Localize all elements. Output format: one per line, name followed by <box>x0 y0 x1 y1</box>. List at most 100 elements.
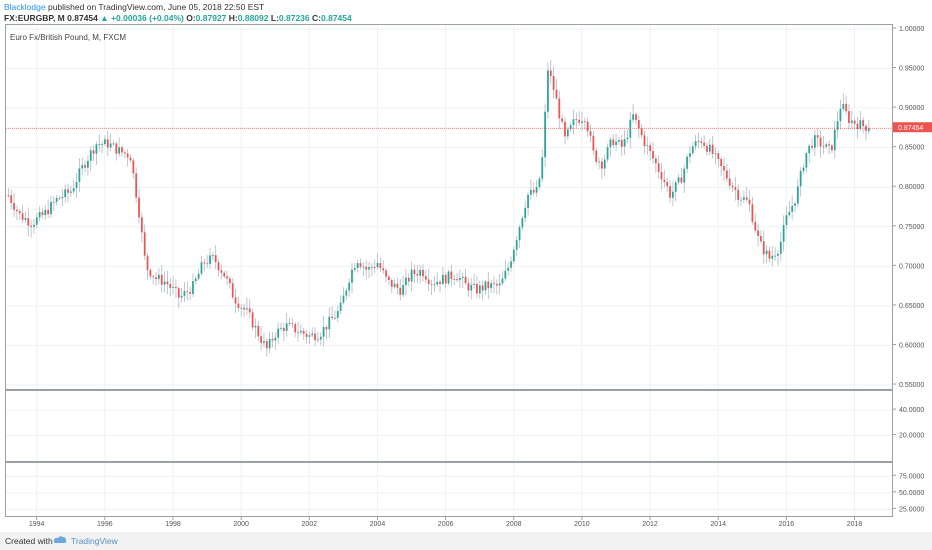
candle-body <box>294 324 297 333</box>
close-label: C: <box>312 13 321 23</box>
candle-body <box>657 163 660 172</box>
last-price: 0.87454 <box>67 13 98 23</box>
candle-body <box>564 121 566 137</box>
symbol-label: FX:EURGBP, M <box>4 13 65 23</box>
candle-body <box>805 153 808 168</box>
candle-body <box>334 317 336 319</box>
candle-body <box>98 144 101 145</box>
candle-body <box>771 255 774 259</box>
candle-body <box>50 201 52 215</box>
price-axis[interactable]: 1.00000 0.95000 0.90000 0.85000 0.80000 0.750… <box>893 24 932 390</box>
candle-body <box>132 160 135 174</box>
candle-body <box>226 276 228 279</box>
candle-body <box>166 281 169 285</box>
candle-body <box>754 221 757 231</box>
x-tick-label: 2010 <box>574 521 590 528</box>
x-tick-label: 2006 <box>438 521 454 528</box>
indicator-panel-1[interactable] <box>5 390 893 462</box>
candle-body <box>197 273 200 279</box>
candle-body <box>652 151 654 159</box>
candle-body <box>21 213 24 220</box>
candle-body <box>777 253 779 256</box>
candle-body <box>680 177 683 183</box>
candle-body <box>779 241 782 254</box>
candle-body <box>649 145 652 152</box>
candle-body <box>547 70 549 112</box>
open-label: O: <box>186 13 196 23</box>
indicator-2-axis: 75.0000 50.0000 25.0000 <box>893 473 924 513</box>
indicator-panel-2[interactable] <box>5 462 893 517</box>
y-tick-label: 0.85000 <box>899 145 924 152</box>
candle-body <box>765 250 768 255</box>
candle-body <box>172 287 174 288</box>
price-change: +0.00036 (+0.04%) <box>111 13 184 23</box>
candle-body <box>257 325 260 337</box>
candle-body <box>69 191 72 193</box>
candle-body <box>370 266 373 268</box>
candle-body <box>484 281 487 291</box>
high-value: 0.88092 <box>237 13 269 23</box>
candle-body <box>311 333 314 336</box>
x-tick-label: 2016 <box>779 521 795 528</box>
x-tick-label: 2000 <box>233 521 249 528</box>
y-tick-label: 0.65000 <box>899 303 924 310</box>
candle-body <box>248 308 251 313</box>
y-tick-label: 0.75000 <box>899 224 924 231</box>
candle-body <box>160 274 163 285</box>
author-link[interactable]: Blacklodge <box>4 2 46 12</box>
candle-body <box>163 281 166 285</box>
candle-body <box>578 119 581 123</box>
candle-body <box>799 171 802 187</box>
candle-body <box>211 255 214 256</box>
time-axis[interactable]: 1994 1996 1998 2000 2002 2004 2006 2008 2010 2012… <box>5 517 893 531</box>
candle-body <box>791 205 794 212</box>
candle-body <box>487 281 490 289</box>
open-value: 0.87927 <box>195 13 227 23</box>
y-tick-label: 50.0000 <box>899 490 924 497</box>
candle-body <box>18 211 21 214</box>
created-with-label: Created with <box>5 536 53 546</box>
candle-body <box>353 267 356 270</box>
publish-info: published on TradingView.com, June 05, 2… <box>47 2 265 12</box>
candle-body <box>478 285 481 294</box>
candle-body <box>524 207 527 219</box>
candle-body <box>470 284 473 291</box>
candle-body <box>189 292 192 294</box>
candle-body <box>345 290 348 296</box>
candle-body <box>603 159 606 169</box>
candle-body <box>495 283 498 286</box>
candle-body <box>24 218 27 220</box>
candle-body <box>515 240 518 250</box>
candle-body <box>246 308 248 310</box>
candle-body <box>831 145 833 151</box>
candle-body <box>637 120 640 129</box>
candle-body <box>703 142 706 146</box>
candle-body <box>441 274 444 284</box>
candle-body <box>808 145 811 154</box>
candle-body <box>121 147 123 153</box>
y-tick-label: 1.00000 <box>899 26 924 33</box>
candle-body <box>84 165 86 168</box>
candle-body <box>501 278 504 284</box>
candlestick-chart[interactable] <box>6 25 892 389</box>
y-tick-label: 0.90000 <box>899 105 924 112</box>
candle-body <box>7 195 10 196</box>
candle-body <box>118 147 121 154</box>
candle-body <box>27 218 30 226</box>
candle-body <box>169 284 172 288</box>
candle-body <box>782 225 785 242</box>
candle-body <box>13 202 15 210</box>
x-tick-label: 2012 <box>642 521 658 528</box>
candle-body <box>762 241 765 255</box>
last-price-tag <box>893 122 932 133</box>
candle-body <box>123 152 126 154</box>
candle-body <box>845 103 847 112</box>
candle-body <box>794 203 796 206</box>
price-panel[interactable] <box>5 24 893 390</box>
candle-body <box>660 171 663 180</box>
candle-body <box>206 263 209 265</box>
candle-body <box>16 209 18 212</box>
candle-body <box>669 186 671 198</box>
candle-body <box>399 287 402 295</box>
tradingview-brand[interactable]: TradingView <box>71 536 118 546</box>
